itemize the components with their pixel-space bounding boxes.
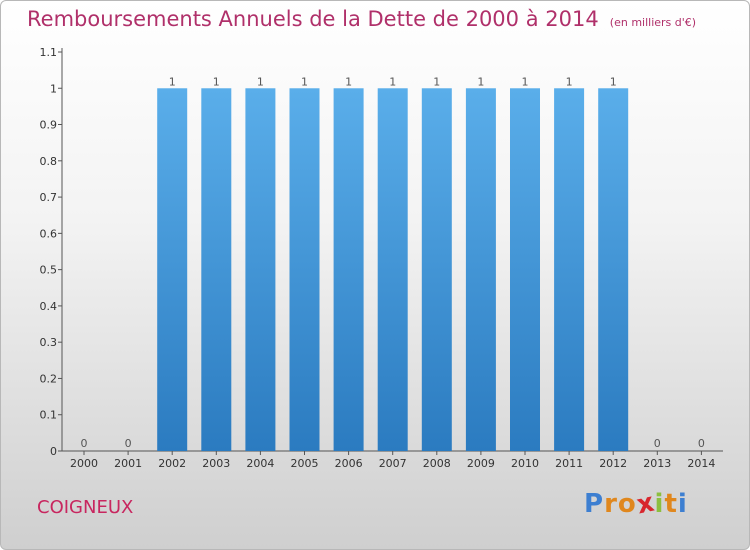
x-tick-label: 2001 <box>114 457 142 470</box>
logo-letter: i <box>677 489 688 519</box>
y-tick-label: 0.4 <box>40 300 58 313</box>
data-label: 1 <box>610 75 617 88</box>
chart-title-block: Remboursements Annuels de la Dette de 20… <box>27 7 696 31</box>
y-tick-label: 0.3 <box>40 336 58 349</box>
data-label: 1 <box>522 75 529 88</box>
proxiti-logo: Proxiti <box>584 487 688 520</box>
y-tick-label: 0.8 <box>40 155 58 168</box>
bar <box>554 88 585 451</box>
data-label: 1 <box>257 75 264 88</box>
data-label: 1 <box>169 75 176 88</box>
data-label: 0 <box>698 437 705 450</box>
y-tick-label: 1.1 <box>40 46 58 59</box>
y-tick-label: 0 <box>50 445 57 458</box>
data-label: 0 <box>81 437 88 450</box>
y-tick-label: 0.1 <box>40 409 58 422</box>
chart-unit: (en milliers d'€) <box>609 16 697 29</box>
x-tick-label: 2011 <box>555 457 583 470</box>
bar <box>157 88 188 451</box>
data-label: 1 <box>566 75 573 88</box>
bar <box>201 88 232 451</box>
y-tick-label: 1 <box>50 82 57 95</box>
x-tick-label: 2002 <box>158 457 186 470</box>
data-label: 1 <box>301 75 308 88</box>
commune-name: COIGNEUX <box>37 497 134 518</box>
bar <box>421 88 452 451</box>
bar <box>598 88 629 451</box>
logo-letter: P <box>584 489 605 519</box>
y-tick-label: 0.9 <box>40 119 58 132</box>
y-tick-label: 0.6 <box>40 227 58 240</box>
x-tick-label: 2009 <box>467 457 495 470</box>
x-tick-label: 2004 <box>246 457 274 470</box>
y-tick-label: 0.7 <box>40 191 58 204</box>
x-tick-label: 2003 <box>202 457 230 470</box>
data-label: 1 <box>213 75 220 88</box>
y-tick-label: 0.5 <box>40 264 58 277</box>
logo-letter: i <box>654 489 665 519</box>
chart-title: Remboursements Annuels de la Dette de 20… <box>27 7 599 31</box>
data-label: 1 <box>477 75 484 88</box>
bar <box>510 88 540 451</box>
logo-letter: o <box>617 489 637 519</box>
data-label: 0 <box>654 437 661 450</box>
bar <box>289 88 320 451</box>
x-tick-label: 2006 <box>335 457 363 470</box>
logo-letter: t <box>664 489 678 519</box>
data-label: 0 <box>125 437 132 450</box>
x-tick-label: 2014 <box>687 457 715 470</box>
data-label: 1 <box>345 75 352 88</box>
bar <box>245 88 276 451</box>
x-tick-label: 2012 <box>599 457 627 470</box>
bar <box>465 88 496 451</box>
x-tick-label: 2013 <box>643 457 671 470</box>
logo-letter: r <box>604 489 618 519</box>
x-tick-label: 2005 <box>291 457 319 470</box>
x-tick-label: 2007 <box>379 457 407 470</box>
x-tick-label: 2008 <box>423 457 451 470</box>
y-tick-label: 0.2 <box>40 372 58 385</box>
x-tick-label: 2010 <box>511 457 539 470</box>
bar <box>333 88 364 451</box>
data-label: 1 <box>389 75 396 88</box>
data-label: 1 <box>433 75 440 88</box>
x-tick-label: 2000 <box>70 457 98 470</box>
bar <box>377 88 408 451</box>
